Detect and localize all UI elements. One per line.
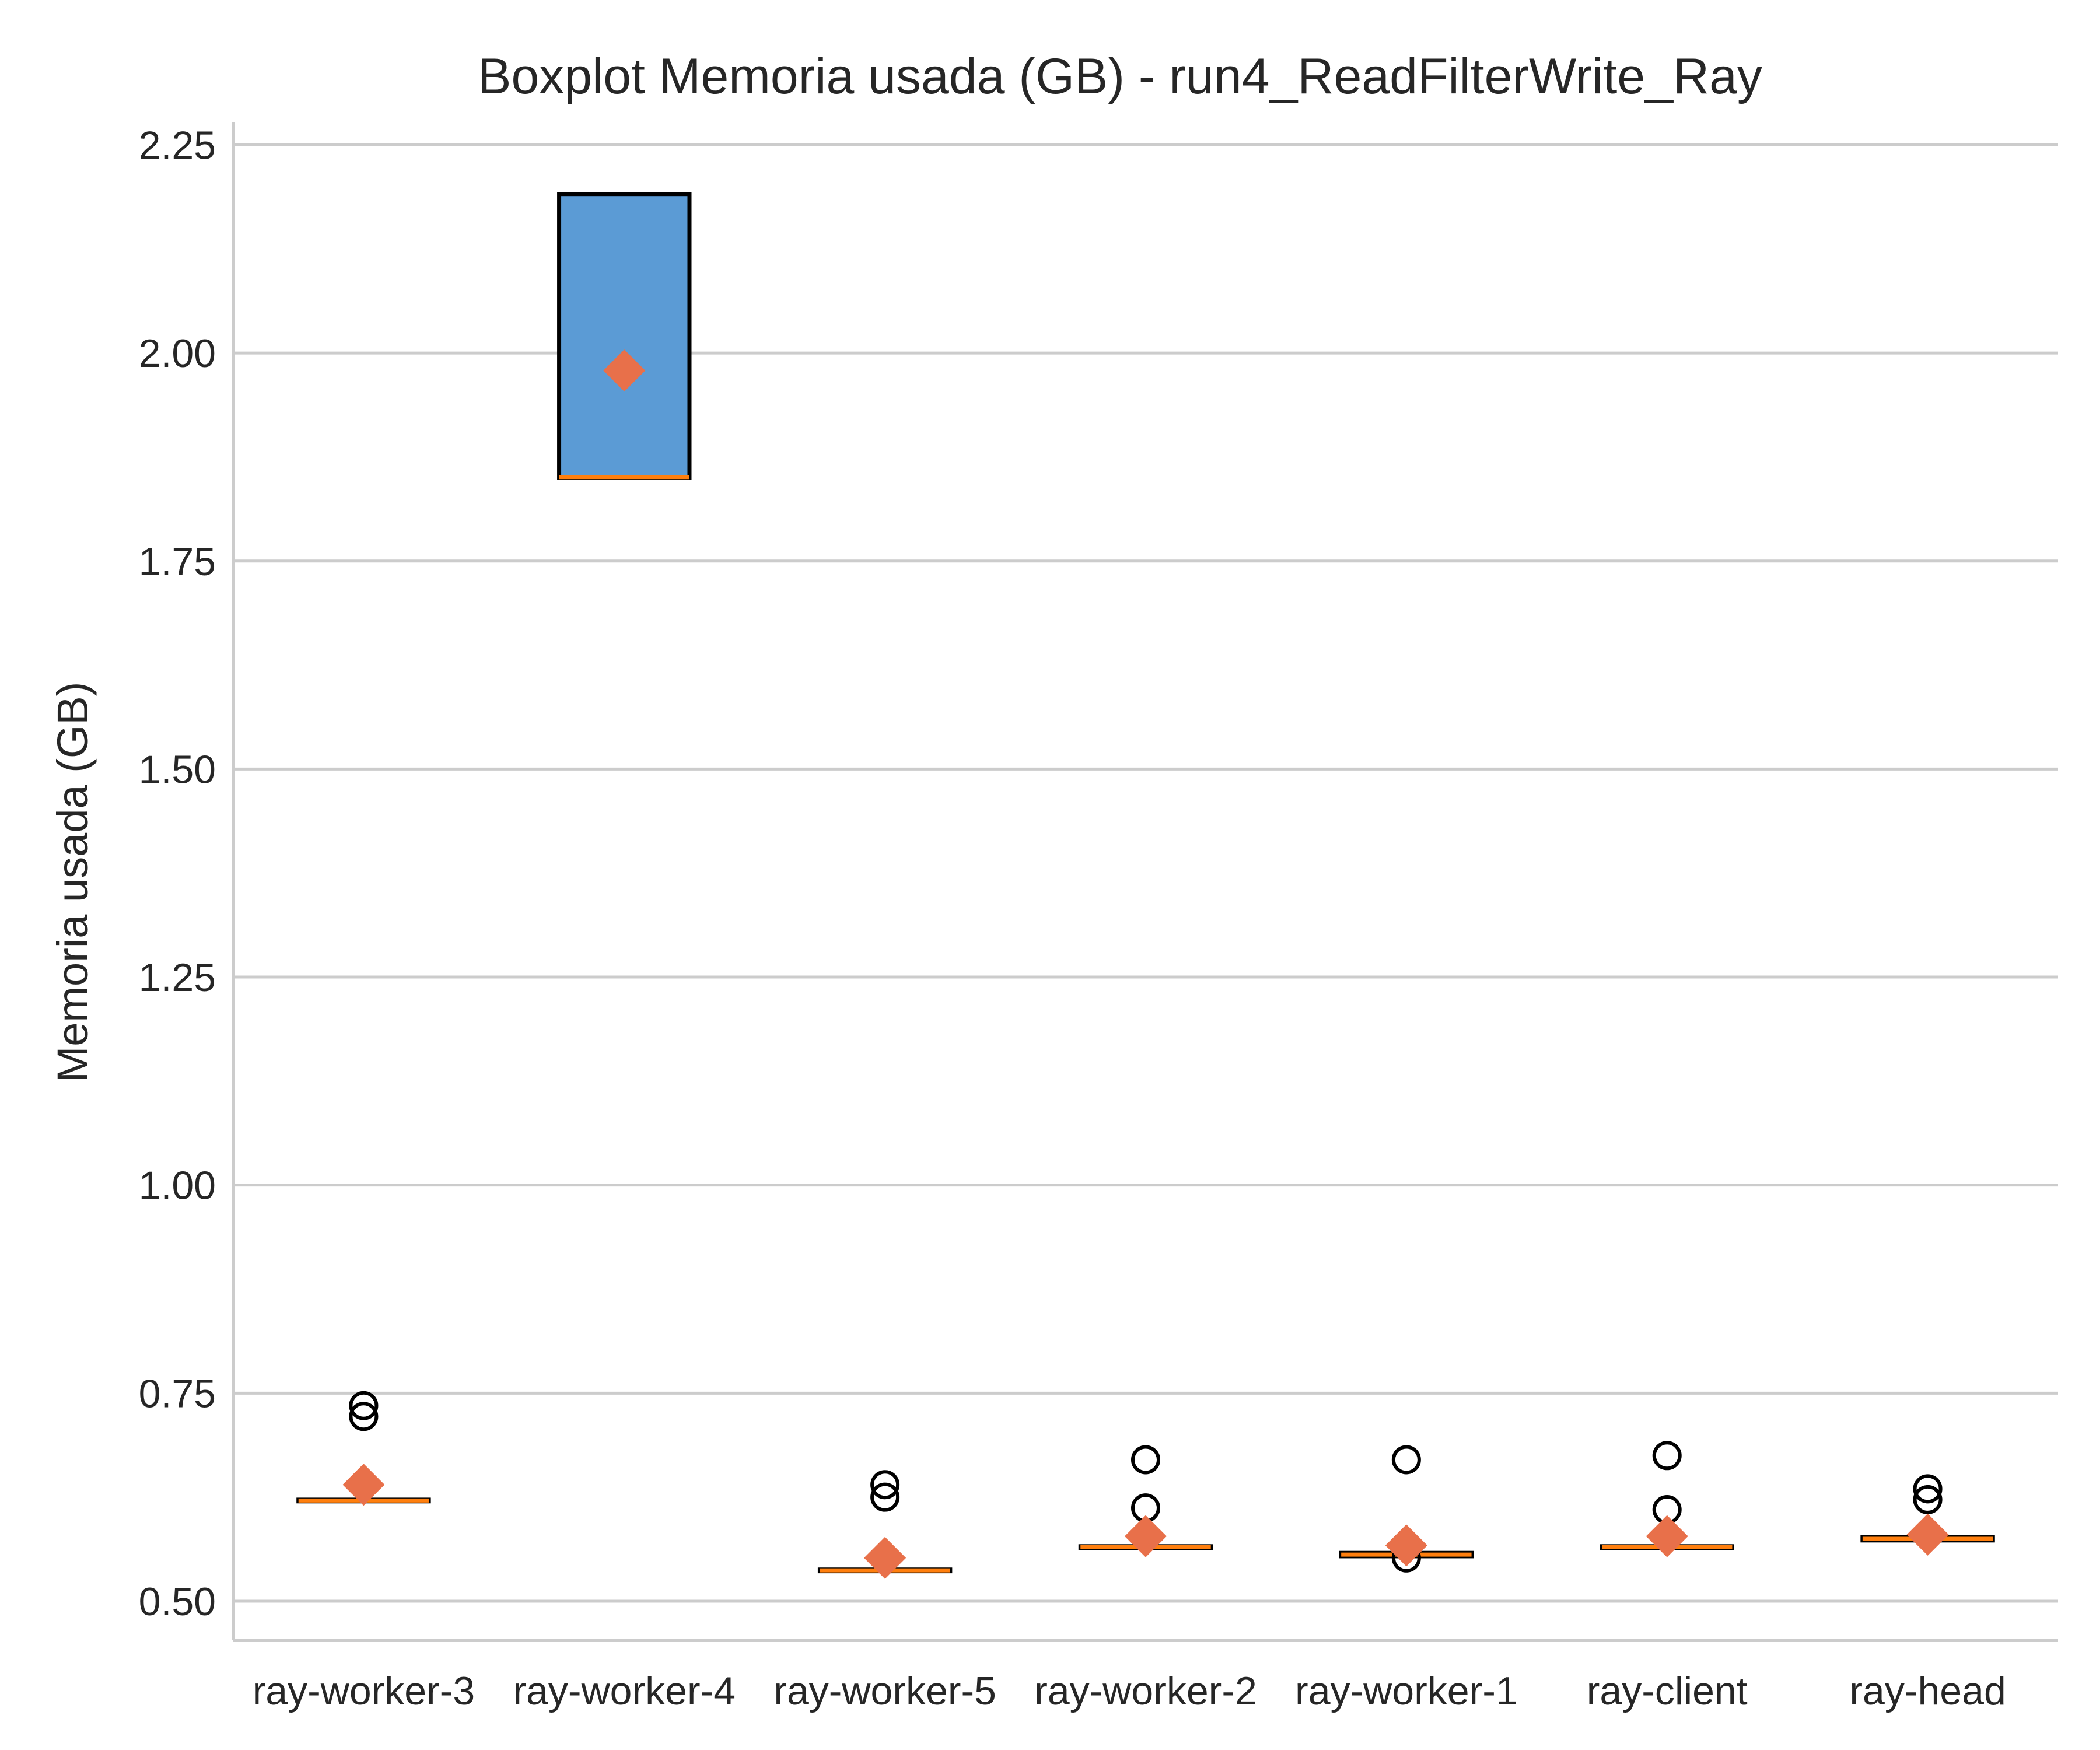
y-tick-label: 1.00 (139, 1164, 216, 1208)
x-tick-label: ray-worker-3 (253, 1669, 475, 1713)
outlier-point (870, 1482, 900, 1512)
mean-marker (342, 1464, 385, 1506)
mean-marker (1385, 1524, 1427, 1567)
box-group (1339, 1445, 1474, 1573)
chart-title: Boxplot Memoria usada (GB) - run4_ReadFi… (478, 48, 1762, 104)
mean-marker (603, 349, 646, 392)
box-body (557, 192, 692, 480)
outlier-point (870, 1470, 900, 1500)
x-tick-label: ray-worker-2 (1034, 1669, 1257, 1713)
outlier-point (1131, 1445, 1160, 1475)
box-series (296, 192, 1995, 1579)
box-group (557, 192, 692, 480)
y-tick-label: 0.50 (139, 1580, 216, 1624)
box-group (817, 1470, 953, 1579)
box-group (1600, 1441, 1734, 1558)
y-tick-label: 2.25 (139, 124, 216, 168)
mean-marker (1906, 1513, 1949, 1556)
y-tick-label: 1.25 (139, 956, 216, 1000)
y-axis-label: Memoria usada (GB) (48, 682, 97, 1083)
mean-marker (1646, 1515, 1688, 1558)
outlier-point (1391, 1445, 1421, 1475)
outlier-point (1913, 1485, 1943, 1514)
outlier-point (349, 1402, 379, 1432)
y-tick-label: 1.50 (139, 747, 216, 792)
x-tick-label: ray-head (1849, 1669, 2006, 1713)
y-tick-label: 2.00 (139, 331, 216, 376)
box-group (296, 1391, 431, 1506)
outlier-point (349, 1391, 379, 1420)
x-tick-label: ray-worker-1 (1295, 1669, 1518, 1713)
axes (232, 123, 2058, 1642)
mean-marker (864, 1536, 907, 1579)
tick-labels: 0.50 0.75 1.00 1.25 1.50 1.75 2.00 2.25 ray-work… (139, 124, 2006, 1713)
outlier-point (1652, 1441, 1682, 1471)
x-tick-label: ray-worker-5 (774, 1669, 996, 1713)
box-group (1078, 1445, 1213, 1558)
y-tick-label: 1.75 (139, 540, 216, 584)
x-tick-label: ray-worker-4 (513, 1669, 736, 1713)
x-tick-label: ray-client (1587, 1669, 1748, 1713)
grid-lines (233, 144, 2058, 1603)
y-tick-label: 0.75 (139, 1371, 216, 1416)
outlier-point (1913, 1474, 1943, 1504)
mean-marker (1125, 1515, 1167, 1558)
box-group (1860, 1474, 1995, 1556)
